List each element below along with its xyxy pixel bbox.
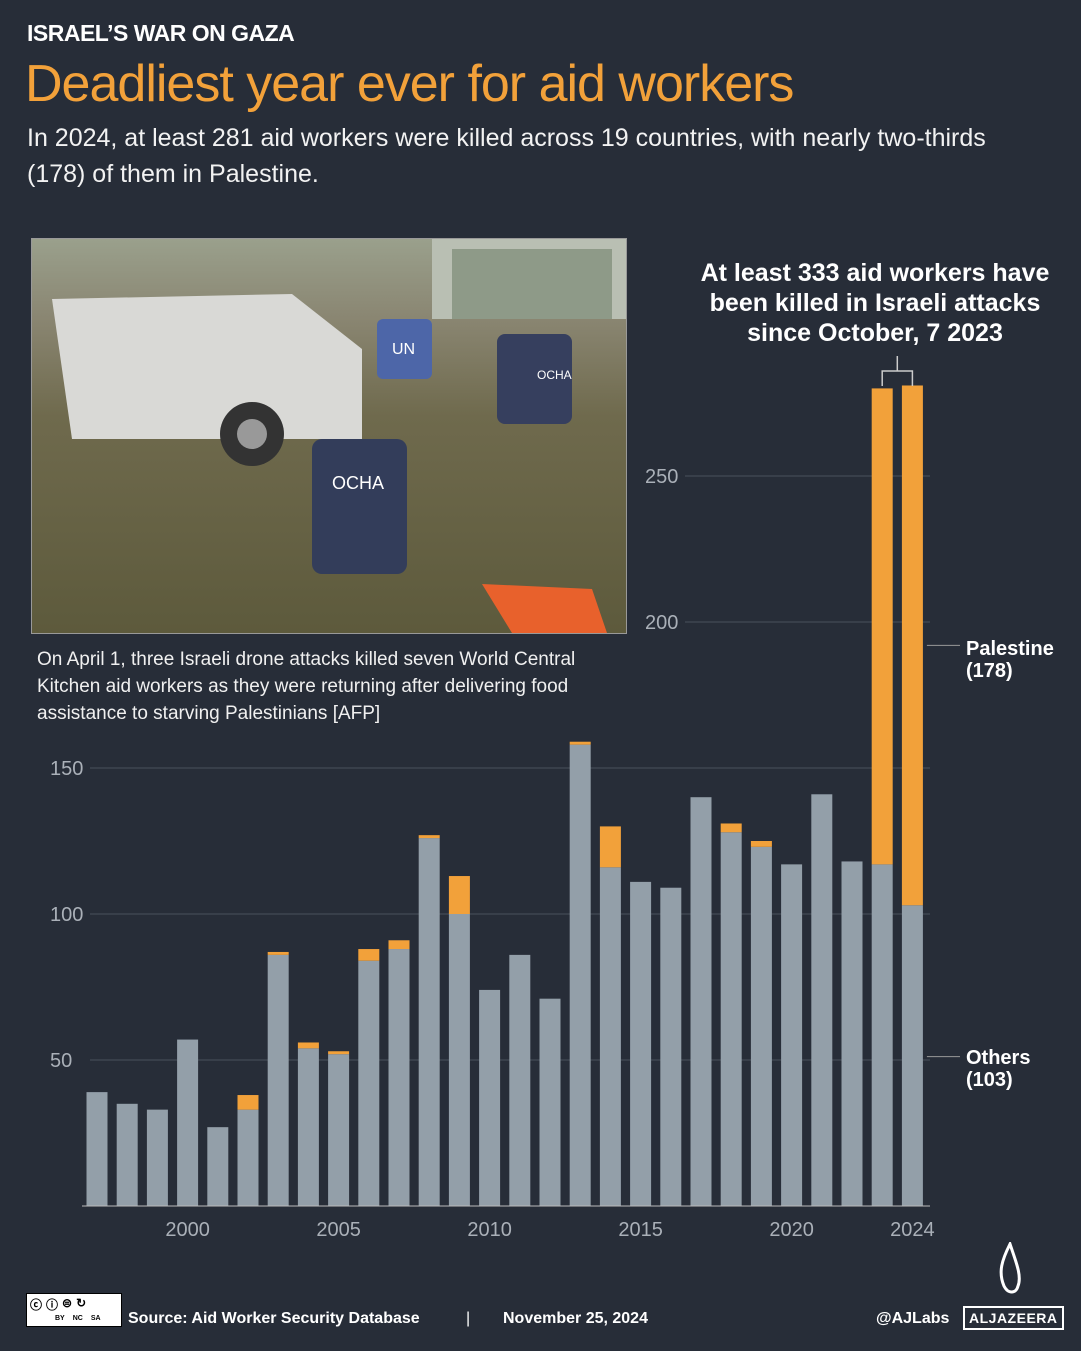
bar-others: [207, 1127, 229, 1206]
bar-palestine: [388, 940, 410, 950]
bar-palestine: [448, 876, 470, 914]
x-tick-label: 2015: [618, 1219, 663, 1241]
bar-palestine: [871, 388, 893, 865]
vest-label: OCHA: [537, 368, 572, 382]
subtitle: In 2024, at least 281 aid workers were k…: [27, 124, 986, 188]
bar-others: [509, 954, 531, 1206]
bar-palestine: [418, 835, 440, 839]
bar-others: [690, 797, 712, 1206]
bar-others: [841, 861, 863, 1206]
brand-logo: ALJAZEERA: [963, 1306, 1064, 1330]
series-label-palestine: Palestine (178): [966, 638, 1054, 682]
license-sa: SA: [90, 1315, 101, 1322]
bar-others: [297, 1048, 319, 1206]
cc-icons: ⓒ ⓘ ⊜ ↻: [30, 1296, 87, 1312]
x-tick-label: 2020: [769, 1219, 814, 1241]
y-tick-label: 100: [50, 904, 83, 926]
bar-others: [418, 838, 440, 1206]
bar-palestine: [569, 741, 591, 745]
vest-label: UN: [392, 341, 415, 358]
bar-others: [267, 954, 289, 1206]
license-nc: NC: [72, 1315, 83, 1322]
bar-others: [86, 1092, 108, 1206]
publish-date: November 25, 2024: [503, 1310, 648, 1327]
bar-palestine: [599, 826, 621, 868]
bar-others: [539, 998, 561, 1206]
social-handle: @AJLabs: [876, 1310, 950, 1327]
aljazeera-logo-icon: [999, 1242, 1021, 1294]
bar-chart: 50 100 150 200 250 2000 2005 2010 2015 2020 2024: [50, 356, 960, 1241]
license-by: BY: [55, 1315, 65, 1322]
bar-others: [811, 794, 833, 1206]
chart-annotation: At least 333 aid workers have been kille…: [700, 259, 1050, 347]
bar-others: [660, 887, 682, 1206]
bar-others: [720, 832, 742, 1206]
annotation-bracket: [881, 356, 914, 386]
kicker: ISRAEL’S WAR ON GAZA: [27, 20, 295, 46]
bar-palestine: [750, 841, 772, 847]
page-title: Deadliest year ever for aid workers: [25, 55, 794, 113]
bar-others: [901, 905, 923, 1206]
bar-others: [146, 1109, 168, 1206]
photo-caption: On April 1, three Israeli drone attacks …: [37, 649, 576, 724]
y-tick-label: 250: [645, 466, 678, 488]
bar-others: [328, 1054, 350, 1206]
bar-palestine: [267, 951, 289, 955]
y-tick-label: 50: [50, 1050, 72, 1072]
x-tick-label: 2005: [316, 1219, 361, 1241]
y-tick-label: 150: [50, 758, 83, 780]
bar-others: [871, 864, 893, 1206]
bar-others: [750, 846, 772, 1206]
series-label-others: Others (103): [966, 1047, 1031, 1091]
bar-others: [388, 949, 410, 1206]
bar-others: [116, 1103, 138, 1206]
bar-palestine: [358, 949, 380, 961]
vest-label: OCHA: [332, 473, 384, 493]
bar-others: [781, 864, 803, 1206]
bar-palestine: [328, 1051, 350, 1055]
news-photo: OCHA OCHA UN: [31, 238, 627, 634]
photo-illustration: OCHA OCHA UN: [52, 239, 626, 633]
bar-palestine: [237, 1095, 259, 1110]
source: Source: Aid Worker Security Database: [128, 1310, 420, 1327]
bar-others: [177, 1039, 199, 1206]
x-tick-label: 2024: [890, 1219, 935, 1241]
bar-others: [479, 989, 501, 1206]
separator: |: [466, 1310, 471, 1327]
bar-others: [448, 914, 470, 1206]
x-tick-label: 2000: [165, 1219, 210, 1241]
bar-others: [599, 867, 621, 1206]
bar-palestine: [720, 823, 742, 833]
x-tick-label: 2010: [467, 1219, 512, 1241]
bar-others: [237, 1109, 259, 1206]
bar-palestine: [901, 385, 923, 906]
creative-commons-badge: ⓒ ⓘ ⊜ ↻ BY NC SA: [26, 1293, 122, 1327]
y-tick-label: 200: [645, 612, 678, 634]
bar-palestine: [297, 1042, 319, 1049]
bar-others: [358, 960, 380, 1206]
bar-others: [630, 881, 652, 1206]
bar-others: [569, 744, 591, 1206]
